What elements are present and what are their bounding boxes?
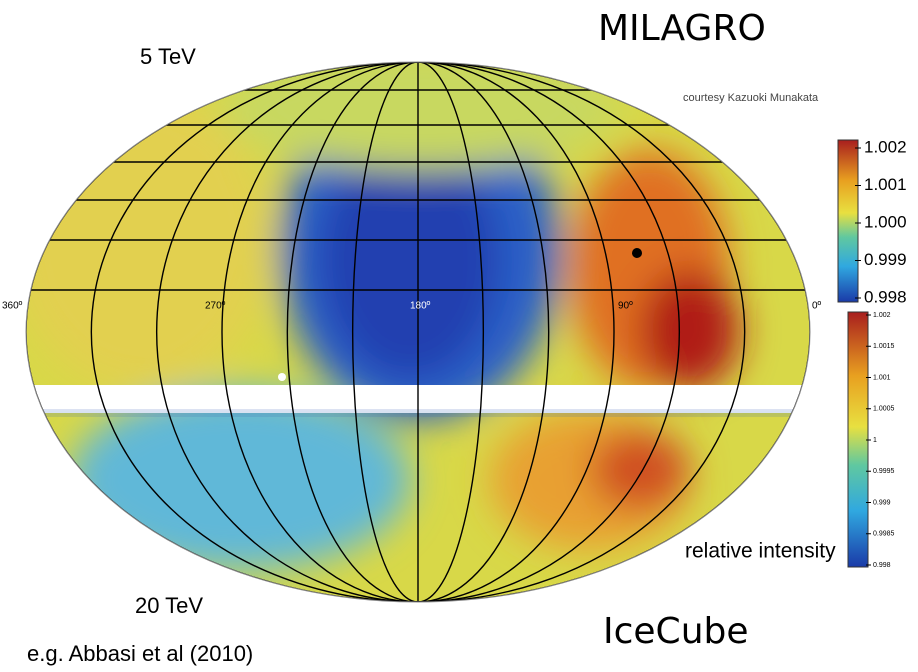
colorbar-tick-label: 1.001: [864, 175, 907, 194]
colorbar-tick-label: 1.0015: [873, 343, 895, 350]
colorbar-tick-label: 0.9985: [873, 531, 895, 538]
longitude-label: 0º: [812, 301, 822, 312]
longitude-label: 270º: [205, 301, 226, 312]
experiment-top: MILAGRO: [598, 8, 766, 49]
colorbar-tick-label: 0.998: [864, 287, 907, 306]
colorbar-tick-label: 1.001: [873, 374, 891, 381]
longitude-label: 90º: [618, 301, 633, 312]
colorbar-tick-label: 1.002: [873, 312, 891, 319]
colorbar-top: [838, 140, 858, 302]
slide: MILAGRO 5 TeV courtesy Kazuoki Munakata …: [0, 0, 918, 672]
credit: courtesy Kazuoki Munakata: [683, 92, 819, 104]
colorbar-bottom: [848, 312, 868, 567]
longitude-label: 360º: [2, 301, 23, 312]
sky-map: [10, 50, 820, 605]
colorbar-tick-label: 1: [873, 437, 877, 444]
colorbar-tick-label: 0.999: [873, 499, 891, 506]
experiment-bottom: IceCube: [603, 611, 749, 652]
energy-bottom: 20 TeV: [135, 593, 203, 618]
colorbar-tick-label: 1.000: [864, 212, 907, 231]
colorbar-tick-label: 0.999: [864, 250, 907, 269]
colorbar-tick-label: 0.998: [873, 562, 891, 569]
reference: e.g. Abbasi et al (2010): [27, 641, 253, 666]
colorbar-tick-label: 0.9995: [873, 468, 895, 475]
colorbar-tick-label: 1.0005: [873, 406, 895, 413]
colorbar-label: relative intensity: [685, 540, 836, 563]
colorbar-tick-label: 1.002: [864, 137, 907, 156]
longitude-label: 180º: [410, 301, 431, 312]
energy-top: 5 TeV: [140, 44, 196, 69]
